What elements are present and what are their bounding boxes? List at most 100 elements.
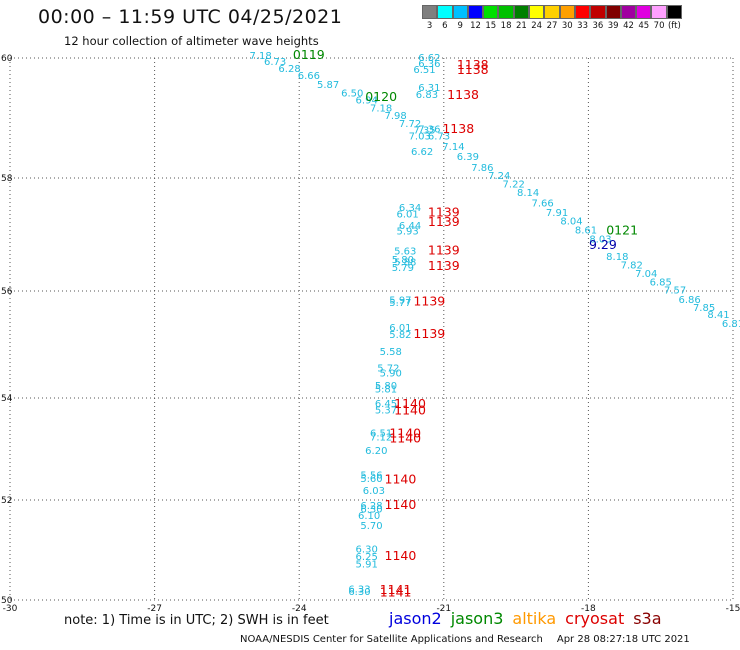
wave-height-label: 6.30: [348, 587, 370, 598]
wave-height-label: 6.03: [363, 486, 385, 497]
wave-height-label: 5.79: [392, 263, 414, 274]
wave-height-label: 5.97: [389, 295, 411, 306]
y-tick-label: 60: [1, 54, 13, 64]
wave-height-label: 6.31: [418, 83, 440, 94]
pass-time-label: 1139: [413, 293, 445, 308]
pass-time-label: 1140: [389, 430, 421, 445]
wave-height-label: 7.98: [384, 111, 406, 122]
wave-height-label: 6.30: [360, 505, 382, 516]
pass-time-label: 1141: [380, 582, 412, 597]
y-tick-label: 52: [1, 496, 12, 506]
legend-label: 30: [561, 21, 573, 31]
pass-time-label: 1138: [457, 62, 489, 77]
wave-height-label: 6.81: [722, 319, 740, 330]
wave-height-label: 5.58: [380, 347, 402, 358]
wave-height-label: 6.25: [356, 552, 378, 563]
wave-height-label: 6.01: [397, 210, 419, 221]
wave-height-label: 7.03: [409, 132, 431, 143]
wave-height-label: 6.62: [418, 53, 440, 64]
credit-text: NOAA/NESDIS Center for Satellite Applica…: [240, 634, 543, 645]
wave-height-label: 7.24: [488, 171, 510, 182]
pass-time-label: 1139: [428, 214, 460, 229]
mission-label: jason2: [389, 609, 442, 628]
legend-label: 18: [500, 21, 512, 31]
legend-swatch: [483, 5, 499, 19]
y-tick-label: 50: [1, 596, 13, 606]
legend-label: 39: [607, 21, 619, 31]
wave-height-label: 7.66: [531, 198, 553, 209]
mission-label: jason3: [450, 609, 504, 628]
wave-height-label: 8.14: [517, 188, 539, 199]
wave-height-label: 5.87: [317, 80, 339, 91]
wave-height-label: 8.03: [589, 234, 611, 245]
wave-height-label: 6.01: [389, 323, 411, 334]
x-tick-label: -15: [726, 604, 740, 614]
legend-label: 27: [546, 21, 558, 31]
wave-height-label: 5.88: [394, 258, 416, 269]
wave-height-label: 8.61: [575, 225, 597, 236]
wave-height-label: 6.73: [264, 57, 286, 68]
mission-label: altika: [512, 609, 557, 628]
legend-swatch: [590, 5, 606, 19]
marks-layer: 7.186.736.286.665.876.506.947.187.987.72…: [250, 47, 740, 599]
pass-time-label: 0121: [606, 223, 638, 238]
grid-layer: [9, 57, 734, 601]
wave-height-label: 6.50: [341, 88, 363, 99]
wave-height-label: 8.18: [606, 252, 628, 263]
pass-time-label: 1139: [428, 204, 460, 219]
wave-height-label: 6.44: [399, 221, 421, 232]
mission-legend: jason2 jason3 altika cryosat s3a: [389, 609, 671, 628]
wave-height-label: 6.28: [360, 501, 382, 512]
pass-time-label: 1140: [385, 472, 417, 487]
legend-label: 42: [623, 21, 634, 31]
wave-height-label: 7.04: [635, 269, 657, 280]
chart-subtitle: 12 hour collection of altimeter wave hei…: [64, 34, 319, 48]
wave-height-label: 7.22: [503, 180, 525, 191]
wave-height-label: 6.39: [457, 152, 479, 163]
pass-time-label: 1139: [428, 258, 460, 273]
wave-height-label: 5.91: [356, 560, 378, 571]
legend-swatch: [620, 5, 637, 19]
wave-height-label: 8.04: [560, 216, 582, 227]
legend-label: (ft): [667, 21, 681, 31]
wave-height-label: 5.80: [392, 255, 414, 266]
axes-layer: -30 -27 -24 -21 -18 -15 50 52 54 56 58 60: [1, 54, 740, 614]
legend-label: 3: [426, 21, 433, 31]
wave-height-label: 6.28: [278, 64, 300, 75]
legend-label: 33: [577, 21, 589, 31]
legend-swatch: [559, 5, 575, 19]
legend-swatch: [437, 5, 453, 19]
wave-height-label: 6.66: [298, 71, 320, 82]
pass-time-label: 1138: [447, 87, 479, 102]
wave-height-label: 5.56: [360, 471, 382, 482]
legend-swatch: [544, 5, 560, 19]
x-tick-label: -18: [581, 604, 596, 614]
pass-time-label: 1140: [394, 402, 426, 417]
wave-height-label: 7.36: [418, 124, 440, 135]
x-tick-label: -21: [436, 604, 451, 614]
wave-height-label: 8.41: [707, 310, 729, 321]
legend-swatch: [574, 5, 591, 19]
legend-label: 6: [442, 21, 448, 31]
pass-time-label: 1140: [389, 425, 421, 440]
wave-height-label: 7.85: [693, 303, 715, 314]
pass-time-label: 1138: [457, 57, 489, 72]
legend-swatch: [605, 5, 621, 19]
wave-height-label: 6.20: [365, 446, 387, 457]
wave-height-label: 6.51: [413, 65, 435, 76]
wave-height-label: 6.36: [418, 59, 440, 70]
x-tick-label: -30: [3, 604, 18, 614]
pass-time-label: 1139: [413, 326, 445, 341]
wave-height-label: 5.63: [394, 246, 416, 257]
x-tick-label: -24: [292, 604, 307, 614]
wave-height-label: 5.60: [360, 474, 382, 485]
x-tick-label: -27: [147, 604, 162, 614]
wave-height-label: 6.45: [375, 399, 397, 410]
footnote: note: 1) Time is in UTC; 2) SWH is in fe…: [64, 613, 329, 628]
wave-height-label: 7.14: [442, 142, 464, 153]
y-tick-label: 58: [1, 174, 13, 184]
legend-label: 21: [515, 21, 527, 31]
wave-height-label: 5.90: [380, 369, 402, 380]
legend-swatch: [666, 5, 683, 19]
